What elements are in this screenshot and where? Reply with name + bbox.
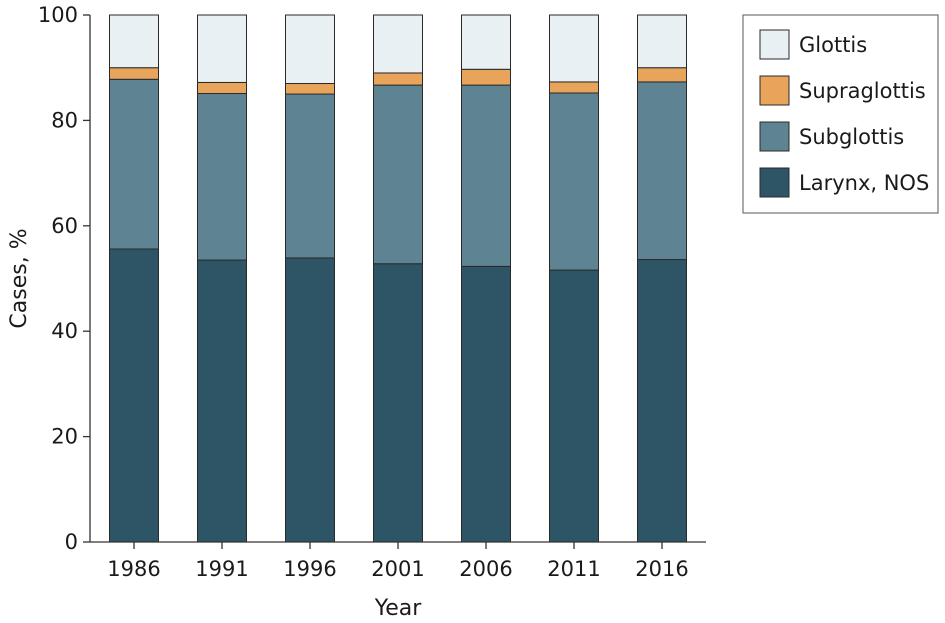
- bar-segment-glottis-1991: [197, 14, 247, 83]
- bar-segment-subglottis-2011: [549, 92, 599, 271]
- x-ticks-group: 1986 1991 1996 2001 2006 2011 2016: [107, 542, 689, 581]
- bar-segment-supraglottis-1996: [285, 83, 335, 95]
- bar-segment-supraglottis-2001: [373, 72, 423, 86]
- bar-segment-glottis-2006: [461, 14, 511, 70]
- y-tick-label-100: 100: [38, 3, 78, 27]
- legend-label-larynx-nos: Larynx, NOS: [799, 171, 929, 195]
- y-tick-label-0: 0: [65, 530, 78, 554]
- x-tick-label-1991: 1991: [195, 557, 248, 581]
- bar-segment-glottis-1996: [285, 14, 335, 85]
- bar-segment-larynx-nos-1986: [109, 248, 159, 543]
- bar-segment-larynx-nos-2016: [637, 259, 687, 543]
- bar-segment-larynx-nos-1996: [285, 257, 335, 543]
- legend-swatch-larynx-nos: [759, 167, 790, 198]
- legend: Glottis Supraglottis Subglottis Larynx, NOS: [742, 14, 939, 214]
- x-tick-label-2001: 2001: [371, 557, 424, 581]
- x-tick-label-2011: 2011: [547, 557, 600, 581]
- bar-segment-larynx-nos-2011: [549, 269, 599, 543]
- bar-segment-subglottis-1996: [285, 93, 335, 259]
- x-tick-label-1996: 1996: [283, 557, 336, 581]
- bar-segment-supraglottis-2016: [637, 67, 687, 83]
- bar-segment-supraglottis-1986: [109, 67, 159, 80]
- bars-group: [109, 14, 687, 543]
- bar-segment-supraglottis-1991: [197, 81, 247, 95]
- x-axis-title: Year: [374, 596, 423, 621]
- bar-segment-supraglottis-2006: [461, 68, 511, 86]
- y-axis-title: Cases, %: [7, 228, 32, 328]
- legend-label-glottis: Glottis: [799, 33, 867, 57]
- bar-segment-larynx-nos-2001: [373, 263, 423, 543]
- y-tick-label-40: 40: [51, 319, 78, 343]
- bar-segment-subglottis-2016: [637, 81, 687, 261]
- y-tick-label-60: 60: [51, 214, 78, 238]
- legend-swatch-glottis: [759, 29, 790, 60]
- bar-segment-subglottis-1991: [197, 93, 247, 261]
- bar-segment-supraglottis-2011: [549, 81, 599, 94]
- bar-segment-glottis-2011: [549, 14, 599, 83]
- bar-segment-subglottis-1986: [109, 78, 159, 250]
- bar-segment-subglottis-2006: [461, 84, 511, 267]
- legend-swatch-subglottis: [759, 121, 790, 152]
- bar-segment-glottis-2016: [637, 14, 687, 69]
- legend-swatch-supraglottis: [759, 75, 790, 106]
- y-tick-label-20: 20: [51, 425, 78, 449]
- y-tick-label-80: 80: [51, 108, 78, 132]
- x-tick-label-2006: 2006: [459, 557, 512, 581]
- x-tick-label-2016: 2016: [635, 557, 688, 581]
- bar-segment-subglottis-2001: [373, 84, 423, 265]
- legend-label-supraglottis: Supraglottis: [799, 79, 926, 103]
- bar-segment-larynx-nos-2006: [461, 265, 511, 543]
- x-tick-label-1986: 1986: [107, 557, 160, 581]
- legend-label-subglottis: Subglottis: [799, 125, 904, 149]
- y-ticks-group: 0 20 40 60 80 100: [38, 3, 90, 554]
- bar-segment-larynx-nos-1991: [197, 259, 247, 543]
- bar-segment-glottis-1986: [109, 14, 159, 69]
- bar-segment-glottis-2001: [373, 14, 423, 74]
